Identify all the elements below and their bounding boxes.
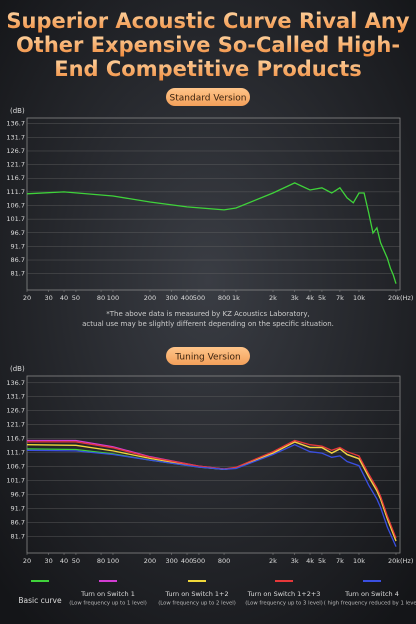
x-tick-label: 80 (97, 557, 105, 565)
x-tick-label: 20k (388, 294, 400, 302)
x-tick-label: 300 (165, 557, 177, 565)
title: Superior Acoustic Curve Rival Any Other … (6, 9, 409, 81)
y-tick-label: 136.7 (6, 120, 25, 128)
y-tick-label: 96.7 (11, 229, 25, 237)
legend-note: ( high frequency reduced by 1 level) (324, 601, 416, 607)
curve (26, 443, 397, 547)
y-tick-label: 131.7 (6, 133, 25, 141)
y-tick-label: 91.7 (11, 504, 25, 512)
x-tick-label: 30 (45, 557, 53, 565)
y-unit: (dB) (10, 365, 25, 373)
y-tick-label: 106.7 (6, 202, 25, 210)
y-tick-label: 121.7 (6, 161, 25, 169)
x-tick-label: 20k (388, 557, 400, 565)
x-tick-label: 100 (107, 294, 119, 302)
legend-label: Basic curve (18, 596, 62, 605)
y-tick-label: 116.7 (6, 174, 25, 182)
x-tick-label: 2k (269, 294, 277, 302)
y-tick-label: 81.7 (11, 532, 25, 540)
x-tick-label: 800 (218, 294, 230, 302)
y-tick-label: 106.7 (6, 463, 25, 471)
y-tick-label: 111.7 (6, 449, 25, 457)
y-tick-label: 126.7 (6, 147, 25, 155)
y-tick-label: 86.7 (11, 518, 25, 526)
y-tick-label: 126.7 (6, 407, 25, 415)
note: actual use may be slightly different dep… (82, 320, 334, 328)
x-tick-label: 5k (318, 557, 326, 565)
curve (26, 441, 397, 542)
y-tick-label: 136.7 (6, 379, 25, 387)
x-tick-label: 1k (232, 294, 240, 302)
badge-label: Tuning Version (174, 353, 240, 363)
legend-note: (Low frequency up to 2 level) (158, 601, 236, 607)
y-tick-label: 81.7 (11, 270, 25, 278)
badge (166, 347, 250, 365)
plot-frame (26, 375, 401, 554)
legend-label: Turn on Switch 1+2 (164, 590, 228, 598)
title-line: End Competitive Products (54, 57, 362, 81)
x-tick-label: 40 (60, 294, 68, 302)
curve (26, 182, 397, 284)
plot-frame (26, 117, 401, 291)
x-tick-label: 10k (353, 557, 365, 565)
y-tick-label: 101.7 (6, 476, 25, 484)
y-tick-label: 96.7 (11, 490, 25, 498)
y-tick-label: 121.7 (6, 421, 25, 429)
x-tick-label: 80 (97, 294, 105, 302)
x-tick-label: 3k (291, 557, 299, 565)
x-tick-label: 4k (306, 557, 314, 565)
x-tick-label: 300 (165, 294, 177, 302)
legend-label: Turn on Switch 4 (344, 590, 399, 598)
title-line: Superior Acoustic Curve Rival Any (6, 9, 409, 33)
legend-note: (Low frequency up to 3 level) (245, 601, 323, 607)
curve (27, 439, 397, 539)
y-unit: (dB) (10, 107, 25, 115)
x-unit: (Hz) (400, 557, 413, 565)
x-tick-label: 200 (144, 294, 156, 302)
legend-label: Turn on Switch 1+2+3 (247, 590, 321, 598)
x-unit: (Hz) (400, 294, 413, 302)
note: *The above data is measured by KZ Acoust… (106, 310, 310, 318)
badge (166, 88, 250, 106)
y-tick-label: 111.7 (6, 188, 25, 196)
x-tick-label: 10k (353, 294, 365, 302)
x-tick-label: 400 (181, 294, 193, 302)
x-tick-label: 50 (72, 557, 80, 565)
legend-note: (Low frequency up to 1 level) (69, 601, 147, 607)
x-tick-label: 20 (23, 294, 31, 302)
x-tick-label: 40 (60, 557, 68, 565)
x-tick-label: 3k (291, 294, 299, 302)
x-tick-label: 5k (318, 294, 326, 302)
x-tick-label: 400 (181, 557, 193, 565)
y-tick-label: 101.7 (6, 215, 25, 223)
x-tick-label: 50 (72, 294, 80, 302)
y-tick-label: 86.7 (11, 256, 25, 264)
title-line: Other Expensive So-Called High- (16, 33, 400, 57)
x-tick-label: 500 (193, 557, 205, 565)
x-tick-label: 100 (107, 557, 119, 565)
y-tick-label: 131.7 (6, 393, 25, 401)
x-tick-label: 800 (218, 557, 230, 565)
x-tick-label: 7k (336, 294, 344, 302)
x-tick-label: 2k (269, 557, 277, 565)
y-tick-label: 116.7 (6, 435, 25, 443)
y-tick-label: 91.7 (11, 242, 25, 250)
x-tick-label: 20 (23, 557, 31, 565)
x-tick-label: 500 (193, 294, 205, 302)
x-tick-label: 4k (306, 294, 314, 302)
badge-label: Standard Version (170, 94, 247, 104)
x-tick-label: 7k (336, 557, 344, 565)
x-tick-label: 30 (45, 294, 53, 302)
legend-label: Turn on Switch 1 (80, 590, 135, 598)
x-tick-label: 200 (144, 557, 156, 565)
